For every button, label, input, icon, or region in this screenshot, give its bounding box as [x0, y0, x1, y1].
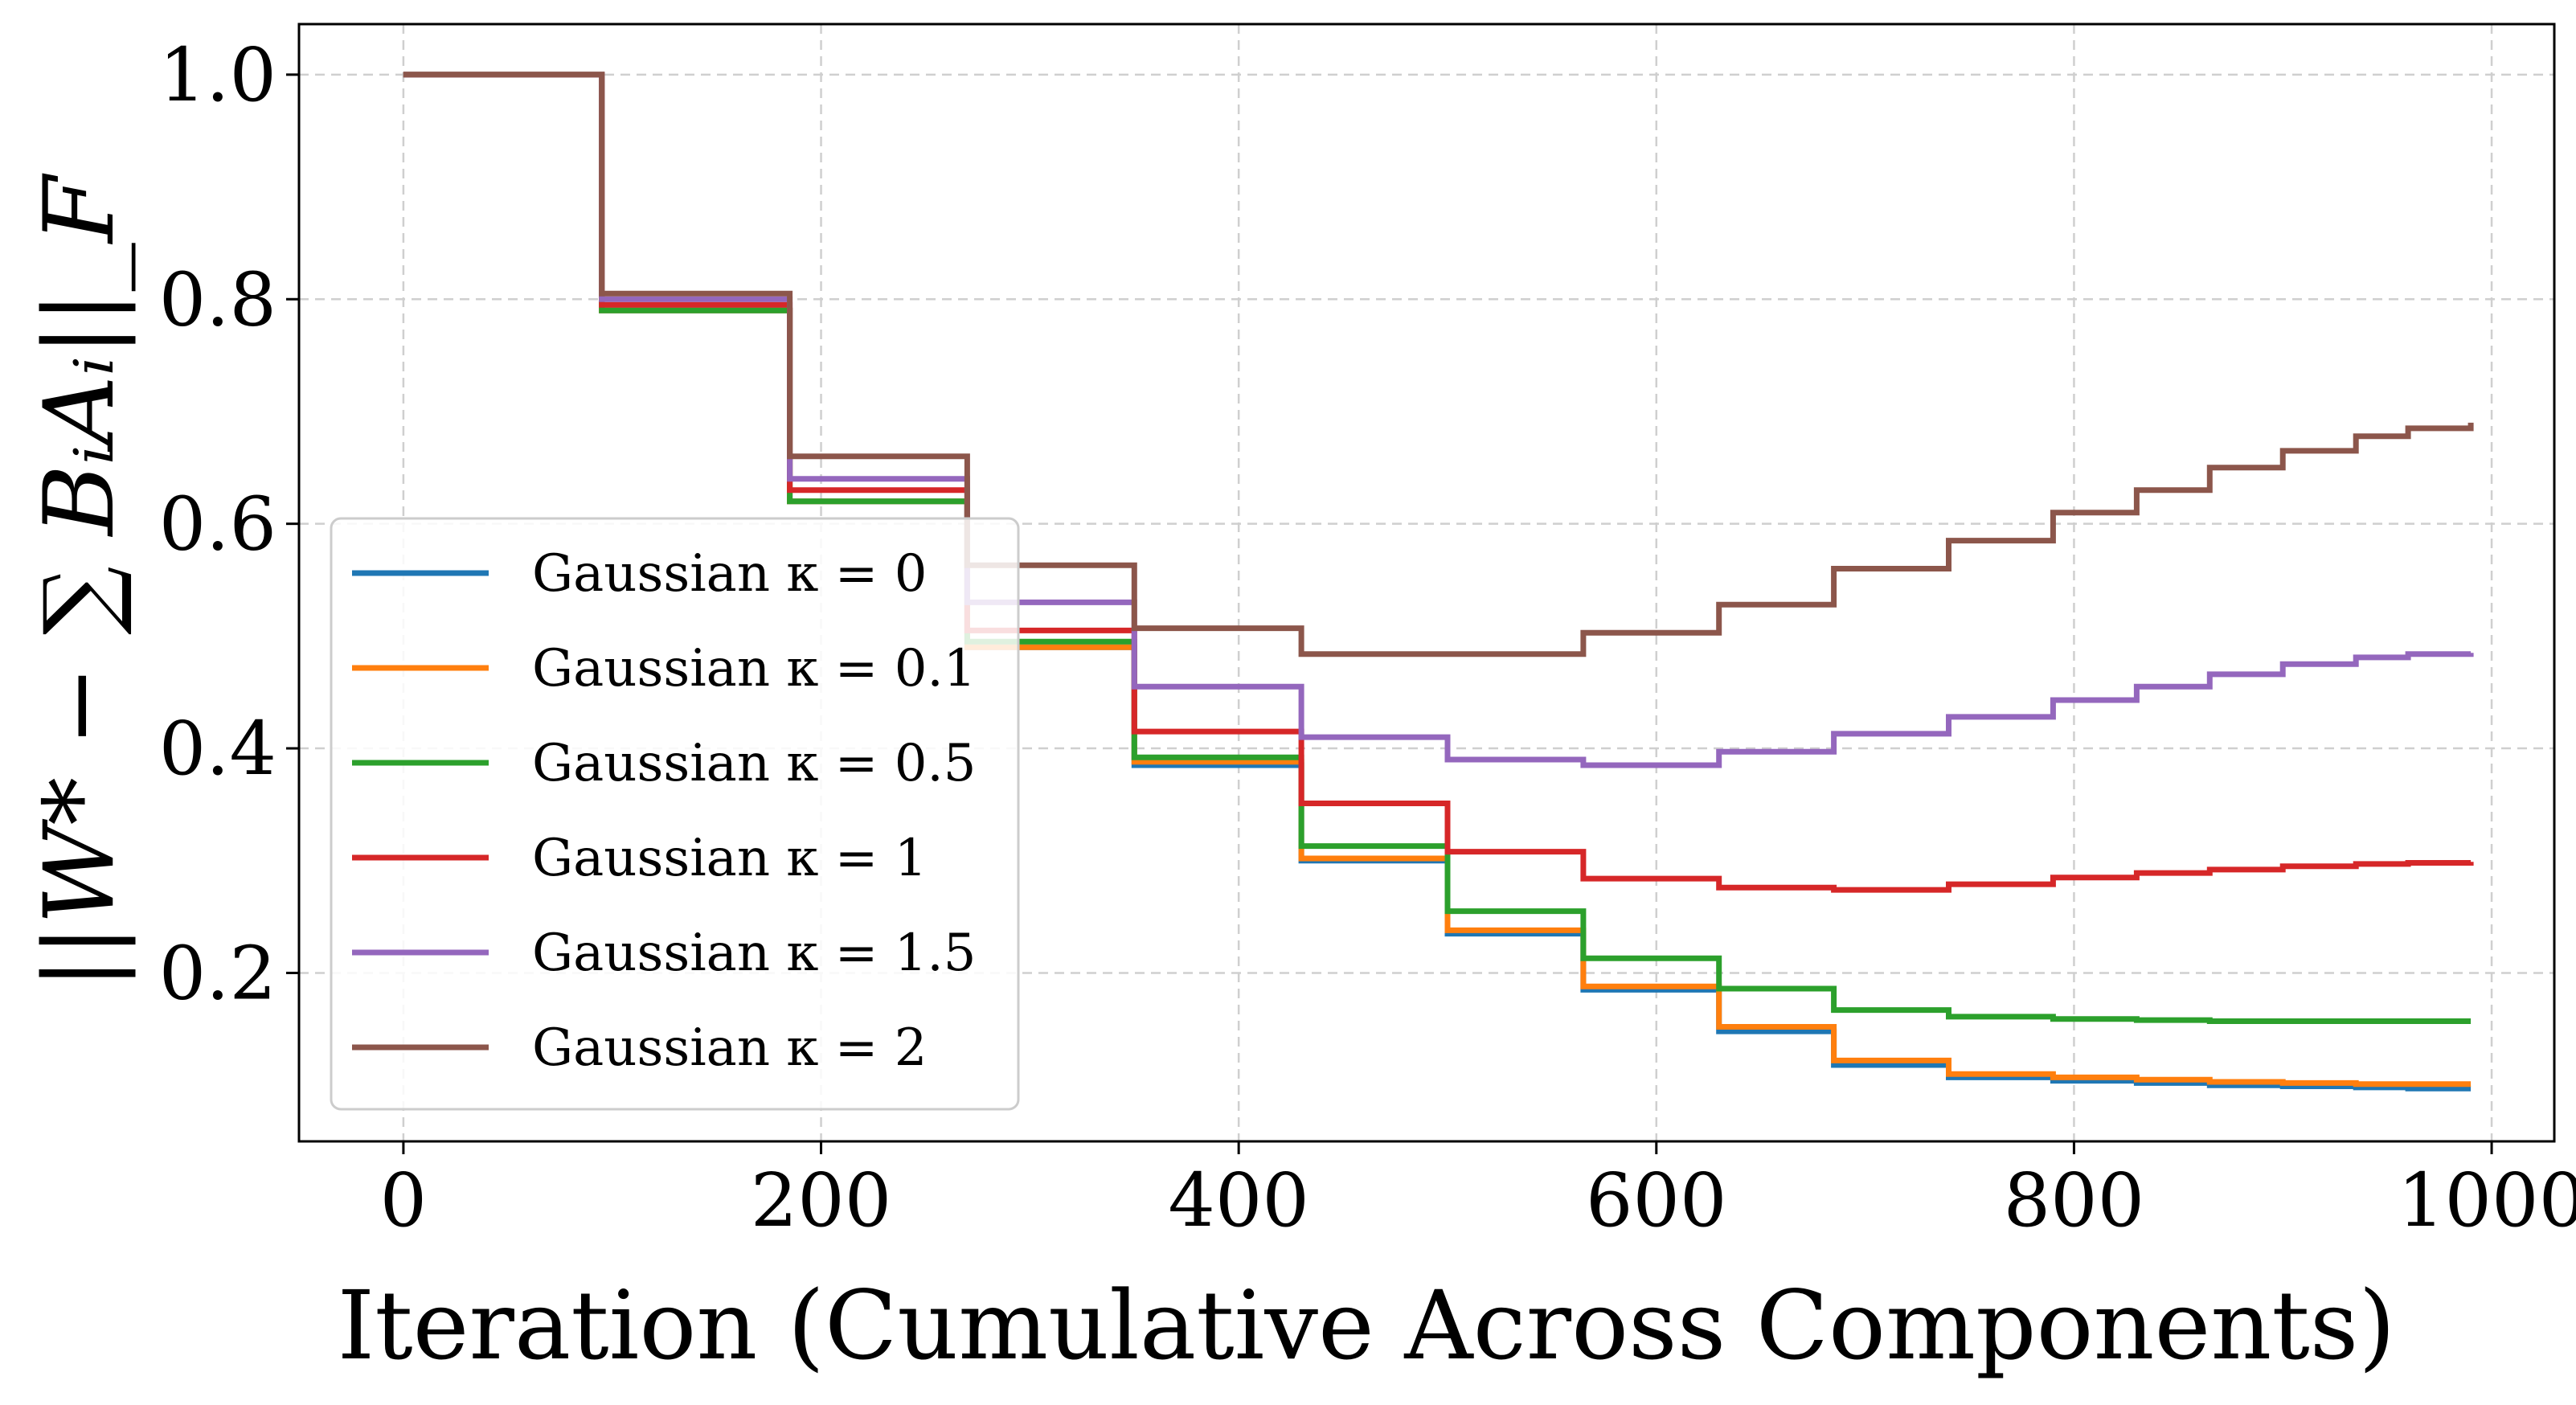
legend-label: Gaussian κ = 0.5 [532, 734, 976, 793]
y-tick-label: 0.6 [159, 481, 276, 567]
y-tick-label: 0.8 [159, 256, 276, 342]
legend-label: Gaussian κ = 0 [532, 544, 927, 604]
x-tick-label: 400 [1168, 1157, 1309, 1243]
x-tick-label: 800 [2004, 1157, 2145, 1243]
legend-label: Gaussian κ = 2 [532, 1018, 927, 1078]
y-tick-label: 1.0 [159, 32, 276, 118]
x-axis-label: Iteration (Cumulative Across Components) [338, 1270, 2396, 1381]
y-axis-label: ||W* − ∑ BᵢAᵢ||_F [24, 173, 136, 989]
y-tick-label: 0.4 [159, 706, 276, 792]
x-tick-label: 1000 [2398, 1157, 2576, 1243]
plot-frame [297, 23, 2556, 1143]
legend: Gaussian κ = 0 Gaussian κ = 0.1 Gaussian κ… [330, 517, 1020, 1111]
x-tick-label: 600 [1586, 1157, 1727, 1243]
x-tick-label: 200 [751, 1157, 892, 1243]
legend-label: Gaussian κ = 0.1 [532, 639, 976, 698]
legend-label: Gaussian κ = 1.5 [532, 924, 976, 983]
x-tick-label: 0 [380, 1157, 428, 1243]
ticks: 0 200 400 600 800 1000 0.2 0.4 0.6 0.8 1.0 [159, 32, 2576, 1243]
legend-label: Gaussian κ = 1 [532, 829, 927, 888]
y-tick-label: 0.2 [159, 930, 276, 1016]
legend-box [330, 517, 1020, 1111]
series-line [403, 72, 2474, 657]
